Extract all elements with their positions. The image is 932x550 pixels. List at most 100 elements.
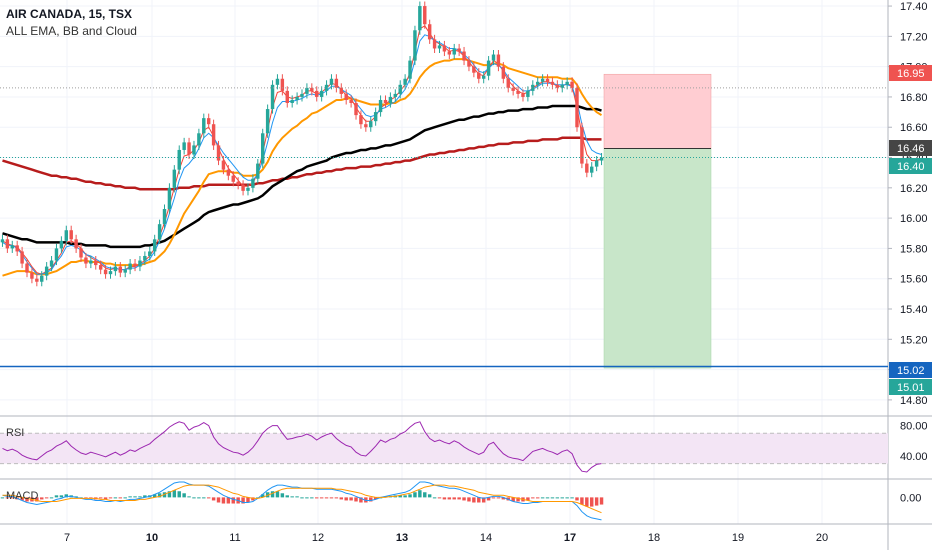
candle-body[interactable] bbox=[10, 245, 14, 249]
candle-body[interactable] bbox=[393, 93, 398, 97]
indicator-label[interactable]: ALL EMA, BB and Cloud bbox=[6, 24, 137, 38]
candle-body[interactable] bbox=[143, 255, 147, 261]
candle-body[interactable] bbox=[378, 99, 383, 113]
candle-body[interactable] bbox=[540, 78, 545, 82]
candle-body[interactable] bbox=[555, 84, 560, 88]
chart-title[interactable]: AIR CANADA, 15, TSX bbox=[6, 7, 133, 21]
candle-body[interactable] bbox=[413, 30, 417, 61]
rsi-title[interactable]: RSI bbox=[6, 427, 25, 439]
candle-body[interactable] bbox=[373, 112, 378, 122]
candle-body[interactable] bbox=[521, 93, 525, 97]
candle-body[interactable] bbox=[270, 84, 275, 110]
candle-body[interactable] bbox=[545, 78, 550, 82]
candle-body[interactable] bbox=[570, 81, 574, 88]
candle-body[interactable] bbox=[35, 278, 39, 282]
candle-body[interactable] bbox=[113, 266, 118, 272]
candle-body[interactable] bbox=[89, 260, 93, 264]
candle-body[interactable] bbox=[585, 163, 589, 173]
candle-body[interactable] bbox=[25, 263, 29, 273]
candle-body[interactable] bbox=[349, 99, 353, 103]
candle-body[interactable] bbox=[260, 133, 265, 164]
candle-body[interactable] bbox=[432, 39, 437, 49]
candle-body[interactable] bbox=[280, 78, 285, 91]
take-profit-zone[interactable] bbox=[603, 148, 712, 369]
candle-body[interactable] bbox=[506, 78, 510, 88]
candle-body[interactable] bbox=[108, 271, 113, 275]
candle-body[interactable] bbox=[359, 115, 363, 125]
candle-body[interactable] bbox=[138, 260, 142, 267]
candle-body[interactable] bbox=[236, 181, 240, 185]
candle-body[interactable] bbox=[295, 96, 299, 100]
candle-body[interactable] bbox=[98, 265, 103, 270]
candle-body[interactable] bbox=[49, 260, 54, 267]
candle-body[interactable] bbox=[437, 45, 442, 49]
candle-body[interactable] bbox=[447, 51, 452, 55]
candle-body[interactable] bbox=[388, 96, 393, 103]
candle-body[interactable] bbox=[442, 45, 447, 52]
candle-body[interactable] bbox=[423, 6, 427, 25]
candle-body[interactable] bbox=[472, 66, 476, 73]
candle-body[interactable] bbox=[133, 263, 137, 267]
candle-body[interactable] bbox=[177, 149, 181, 170]
candle-body[interactable] bbox=[550, 81, 555, 85]
candle-body[interactable] bbox=[452, 48, 456, 55]
candle-body[interactable] bbox=[467, 60, 471, 67]
candle-body[interactable] bbox=[339, 87, 344, 94]
candle-body[interactable] bbox=[128, 263, 132, 270]
candle-body[interactable] bbox=[182, 142, 186, 150]
candle-body[interactable] bbox=[123, 269, 127, 273]
candle-body[interactable] bbox=[275, 78, 280, 85]
candle-body[interactable] bbox=[590, 166, 594, 173]
candle-body[interactable] bbox=[462, 51, 466, 61]
candle-body[interactable] bbox=[152, 239, 157, 252]
candle-body[interactable] bbox=[20, 251, 24, 264]
candle-body[interactable] bbox=[457, 48, 461, 52]
candle-body[interactable] bbox=[491, 54, 496, 61]
candle-body[interactable] bbox=[310, 87, 314, 91]
candle-body[interactable] bbox=[344, 93, 348, 100]
candle-body[interactable] bbox=[74, 239, 78, 249]
candle-body[interactable] bbox=[157, 224, 162, 240]
candles[interactable] bbox=[0, 1, 604, 287]
candle-body[interactable] bbox=[64, 230, 69, 241]
candle-body[interactable] bbox=[481, 75, 486, 79]
candle-body[interactable] bbox=[30, 272, 34, 279]
stop-loss-zone[interactable] bbox=[603, 73, 712, 149]
candle-body[interactable] bbox=[15, 245, 19, 252]
candle-body[interactable] bbox=[59, 240, 64, 249]
candle-body[interactable] bbox=[531, 84, 535, 91]
position-zones[interactable] bbox=[603, 73, 712, 369]
candle-body[interactable] bbox=[167, 187, 172, 210]
candle-body[interactable] bbox=[202, 118, 206, 134]
candle-body[interactable] bbox=[334, 78, 339, 88]
candle-body[interactable] bbox=[486, 60, 491, 76]
candle-body[interactable] bbox=[148, 251, 152, 256]
candle-body[interactable] bbox=[216, 145, 221, 161]
candle-body[interactable] bbox=[477, 72, 481, 79]
candle-body[interactable] bbox=[256, 163, 260, 179]
candle-body[interactable] bbox=[594, 160, 599, 167]
candle-body[interactable] bbox=[369, 121, 373, 128]
candle-body[interactable] bbox=[79, 248, 83, 258]
candle-body[interactable] bbox=[40, 275, 44, 282]
candle-body[interactable] bbox=[398, 84, 402, 94]
candle-body[interactable] bbox=[575, 87, 579, 128]
candle-body[interactable] bbox=[118, 266, 123, 273]
candle-body[interactable] bbox=[187, 142, 191, 155]
candle-body[interactable] bbox=[246, 187, 250, 191]
candle-body[interactable] bbox=[535, 81, 540, 85]
candle-body[interactable] bbox=[305, 87, 309, 94]
candle-body[interactable] bbox=[172, 169, 177, 188]
candle-body[interactable] bbox=[226, 169, 231, 176]
candle-body[interactable] bbox=[290, 99, 294, 103]
candle-body[interactable] bbox=[84, 257, 88, 264]
candle-body[interactable] bbox=[197, 133, 201, 146]
candle-body[interactable] bbox=[0, 239, 5, 243]
macd-title[interactable]: MACD bbox=[6, 490, 39, 502]
candle-body[interactable] bbox=[560, 84, 564, 88]
candle-body[interactable] bbox=[324, 84, 329, 91]
candle-body[interactable] bbox=[54, 248, 59, 261]
candle-body[interactable] bbox=[496, 54, 501, 67]
candle-body[interactable] bbox=[94, 260, 98, 266]
candle-body[interactable] bbox=[206, 118, 211, 125]
